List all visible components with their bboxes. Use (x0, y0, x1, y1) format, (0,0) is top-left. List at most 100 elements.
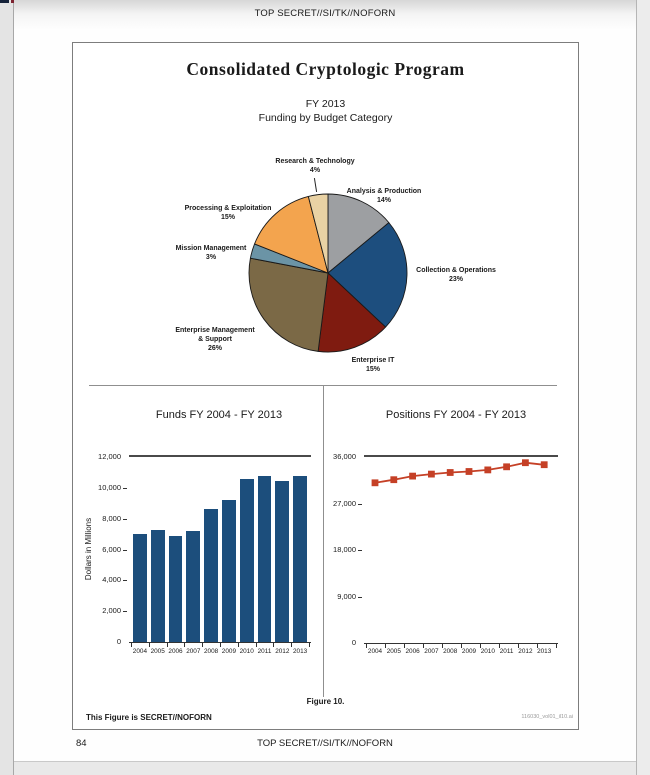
pie-slice-enterprise-management-support (248, 257, 329, 352)
x-tick-label: 2011 (499, 648, 514, 655)
x-tick-label: 2008 (203, 648, 219, 655)
x-tick-mark (499, 644, 500, 648)
data-point-2010 (484, 466, 492, 474)
x-tick-label: 2006 (168, 648, 183, 655)
x-tick-mark (423, 644, 424, 648)
page-number: 84 (76, 738, 87, 749)
pie-label-analysis-production: Analysis & Production 14% (346, 188, 422, 204)
x-tick-mark (131, 643, 132, 647)
x-tick-label: 2008 (443, 648, 458, 655)
data-point-2007 (428, 470, 435, 478)
data-point-2012 (522, 459, 529, 467)
figure-box: Consolidated Cryptologic Program FY 2013… (72, 42, 579, 730)
x-tick-mark (461, 644, 462, 648)
x-tick-label: 2007 (424, 648, 439, 655)
x-tick-mark (202, 643, 204, 647)
y-tick-mark (123, 549, 127, 551)
data-point-2006 (409, 472, 416, 480)
positions-chart-title: Positions FY 2004 - FY 2013 (385, 409, 527, 421)
x-tick-mark (220, 643, 221, 647)
y-tick-label: 12,000 (98, 452, 121, 461)
x-tick-mark (291, 643, 293, 647)
classification-footer: TOP SECRET//SI/TK//NOFORN (257, 738, 393, 749)
pie-slice-collection-operations (327, 222, 408, 328)
viewer-left-margin (0, 0, 14, 775)
pie-slice-enterprise-it (317, 272, 387, 353)
x-tick-mark (273, 643, 275, 647)
vertical-divider (323, 385, 324, 697)
pie-label-mission-management: Mission Management 3% (175, 245, 247, 261)
y-tick-mark (358, 503, 362, 505)
x-tick-mark (480, 644, 481, 648)
positions-series (371, 459, 548, 487)
x-tick-label: 2005 (386, 648, 401, 655)
x-tick-label: 2013 (537, 648, 552, 655)
bar-2005 (150, 529, 165, 642)
bar-2010 (239, 478, 254, 642)
x-tick-mark (537, 644, 538, 648)
y-tick-label: 4,000 (102, 575, 121, 585)
x-tick-label: 2007 (186, 648, 201, 655)
data-point-2009 (465, 468, 473, 475)
x-tick-mark (385, 644, 386, 648)
figure-title: Consolidated Cryptologic Program (186, 59, 465, 79)
pie-label-research-technology: Research & Technology 4% (275, 158, 355, 174)
pie-leader-line (313, 178, 318, 192)
x-tick-mark (309, 643, 310, 647)
y-tick-label: 8,000 (102, 513, 121, 523)
y-tick-mark (358, 550, 362, 551)
x-tick-label: 2011 (257, 648, 272, 655)
y-tick-label: 6,000 (102, 544, 121, 554)
x-tick-mark (237, 643, 239, 647)
pie-label-enterprise-it: Enterprise IT 15% (351, 357, 395, 373)
y-tick-label: 0 (116, 637, 121, 646)
y-tick-label: 27,000 (333, 498, 356, 508)
y-tick-mark (358, 596, 362, 598)
document-page: TOP SECRET//SI/TK//NOFORN Consolidated C… (14, 0, 636, 762)
figure-caption: Figure 10. (306, 697, 345, 706)
x-tick-mark (184, 643, 186, 647)
y-tick-mark (123, 487, 127, 489)
x-tick-mark (442, 644, 443, 648)
bar-2006 (168, 535, 183, 642)
x-tick-label: 2010 (480, 648, 495, 655)
bar-2013 (293, 475, 307, 642)
figure-classification-note: This Figure is SECRET//NOFORN (86, 713, 212, 722)
data-point-2013 (540, 461, 548, 469)
bar-2009 (222, 500, 236, 642)
x-tick-mark (556, 644, 557, 648)
bar-2007 (186, 531, 201, 642)
figure-file-reference: 116030_vol01_il10.ai (521, 714, 573, 720)
y-tick-mark (123, 518, 127, 520)
bar-2012 (275, 480, 290, 642)
figure-subtitle: FY 2013 Funding by Budget Category (73, 97, 578, 125)
x-tick-label: 2013 (292, 648, 308, 655)
data-point-2011 (503, 463, 510, 471)
y-tick-mark (123, 611, 127, 613)
classification-header: TOP SECRET//SI/TK//NOFORN (254, 8, 396, 19)
bar-2008 (204, 509, 218, 642)
pie-chart (248, 193, 408, 353)
x-tick-label: 2012 (518, 648, 533, 655)
browser-chrome-fragment (0, 0, 9, 3)
y-tick-label: 18,000 (333, 545, 356, 554)
viewer-right-margin (636, 0, 650, 775)
bar-2011 (257, 476, 272, 642)
subtitle-line-2: Funding by Budget Category (258, 112, 393, 124)
x-tick-label: 2006 (405, 648, 420, 655)
positions-line-plot (364, 455, 558, 644)
browser-chrome-fragment (11, 0, 16, 3)
x-tick-label: 2010 (239, 648, 254, 655)
x-tick-label: 2004 (367, 648, 383, 655)
data-point-2008 (446, 469, 454, 476)
pie-slice-analysis-production (327, 193, 390, 274)
pie-label-enterprise-management-support: Enterprise Management & Support 26% (175, 327, 255, 352)
funds-bar-plot (129, 455, 311, 643)
bar-2004 (133, 534, 147, 642)
data-point-2005 (390, 476, 398, 484)
x-tick-label: 2012 (275, 648, 290, 655)
y-tick-label: 0 (351, 638, 356, 647)
x-tick-mark (404, 644, 405, 648)
y-tick-label: 36,000 (333, 452, 356, 461)
